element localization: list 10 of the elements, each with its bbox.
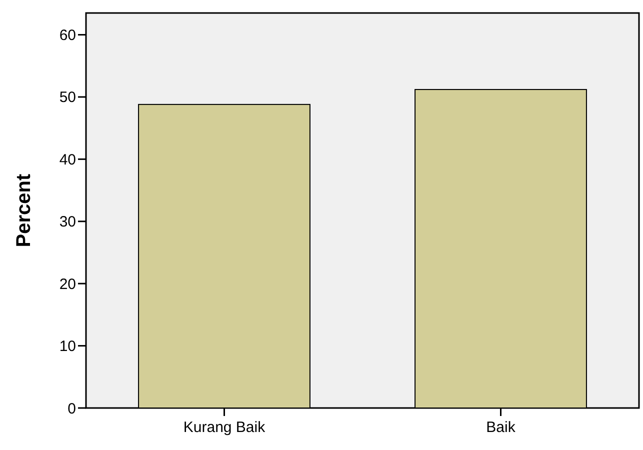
y-tick-label: 50 [59,89,76,106]
y-tick-label: 30 [59,214,76,231]
x-tick-label: Baik [486,419,516,436]
y-tick-label: 0 [68,400,76,418]
y-tick-label: 20 [59,276,76,293]
y-axis-title: Percent [13,173,35,248]
y-tick-label: 10 [59,338,76,356]
x-tick-label: Kurang Baik [183,419,266,436]
y-tick-label: 40 [59,151,76,168]
y-tick-label: 60 [59,27,76,44]
